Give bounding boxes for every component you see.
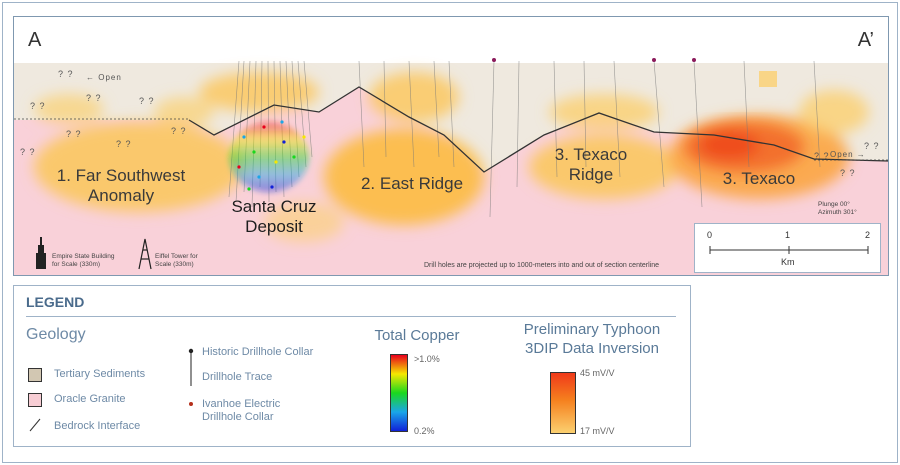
ivanhoe-collar-icon (189, 402, 193, 406)
ip-anomaly-strong (684, 122, 804, 172)
eiffel-scale-label: Eiffel Tower for Scale (330m) (155, 253, 198, 268)
typhoon-min-label: 17 mV/V (580, 426, 615, 436)
total-copper-title: Total Copper (374, 327, 460, 344)
cross-section-graphic (14, 58, 888, 275)
bedrock-interface-line (188, 86, 888, 173)
typhoon-color-bar (550, 372, 576, 434)
drillhole-trace-label: Drillhole Trace (202, 371, 273, 383)
tertiary-sediments-swatch (28, 368, 42, 382)
open-left-label: ← Open (86, 73, 122, 82)
scale-tick: 1 (785, 230, 791, 240)
copper-assay-points (237, 120, 306, 191)
section-end-label: A’ (857, 29, 874, 51)
eiffel-tower-icon (138, 238, 152, 270)
tertiary-sediments-label: Tertiary Sediments (54, 368, 146, 380)
scale-bar-line (709, 246, 869, 254)
empire-scale-label: Empire State Building for Scale (330m) (52, 253, 115, 268)
unknown-marker: ? ? (864, 141, 880, 151)
unknown-marker: ? ? (840, 168, 856, 178)
empire-state-building-icon (36, 237, 46, 269)
bedrock-interface-label: Bedrock Interface (54, 420, 141, 432)
unknown-marker: ? ? (66, 129, 82, 139)
scale-tick: 0 (707, 230, 713, 240)
plunge-azimuth-label: Plunge 00° Azimuth 301° (818, 201, 857, 216)
ivanhoe-collar-label: Ivanhoe Electric Drillhole Collar (202, 398, 281, 423)
copper-min-label: 0.2% (414, 426, 435, 436)
legend-title: LEGEND (26, 294, 85, 310)
unknown-marker: ? ? (171, 126, 187, 136)
typhoon-max-label: 45 mV/V (580, 368, 615, 378)
geology-title: Geology (26, 326, 86, 343)
unknown-marker: ? ? (116, 139, 132, 149)
texaco-ridge-label: 3. Texaco Ridge (554, 145, 628, 184)
scale-unit: Km (781, 257, 795, 267)
scale-tick: 2 (865, 230, 871, 240)
unknown-marker: ? ? (814, 151, 830, 161)
ip-anomaly-block (759, 71, 777, 87)
oracle-granite-label: Oracle Granite (54, 393, 126, 405)
oracle-granite-swatch (28, 393, 42, 407)
unknown-marker: ? ? (86, 93, 102, 103)
texaco-label: 3. Texaco (722, 169, 796, 188)
legend-panel: LEGEND Geology Tertiary Sediments Oracle… (13, 285, 691, 447)
drillhole-collar-trace-icon (188, 348, 194, 386)
santa-cruz-deposit-label: Santa Cruz Deposit (231, 197, 317, 236)
unknown-marker: ? ? (58, 69, 74, 79)
copper-max-label: >1.0% (414, 354, 440, 364)
scale-bar: 0 1 2 Km (694, 223, 881, 273)
bedrock-interface-icon (29, 418, 41, 432)
historic-collar-label: Historic Drillhole Collar (202, 346, 314, 358)
copper-assay-cloud (229, 122, 309, 192)
copper-color-bar (390, 354, 408, 432)
east-ridge-label: 2. East Ridge (360, 174, 464, 193)
unknown-marker: ? ? (30, 101, 46, 111)
unknown-marker: ? ? (20, 147, 36, 157)
unknown-marker: ? ? (139, 96, 155, 106)
far-southwest-anomaly-label: 1. Far Southwest Anomaly (56, 166, 186, 205)
typhoon-inversion-title: Preliminary Typhoon 3DIP Data Inversion (523, 321, 661, 357)
open-right-label: Open → (830, 150, 866, 159)
ivanhoe-drillhole-collars (492, 58, 696, 62)
cross-section-panel: A A’ ← Open Open → ? ? ? ? ? ? ? ? ? ? ?… (13, 16, 889, 276)
projection-note: Drill holes are projected up to 1000-met… (424, 262, 660, 269)
drillhole-traces (228, 60, 821, 218)
section-start-label: A (28, 29, 42, 51)
legend-divider (26, 316, 676, 317)
